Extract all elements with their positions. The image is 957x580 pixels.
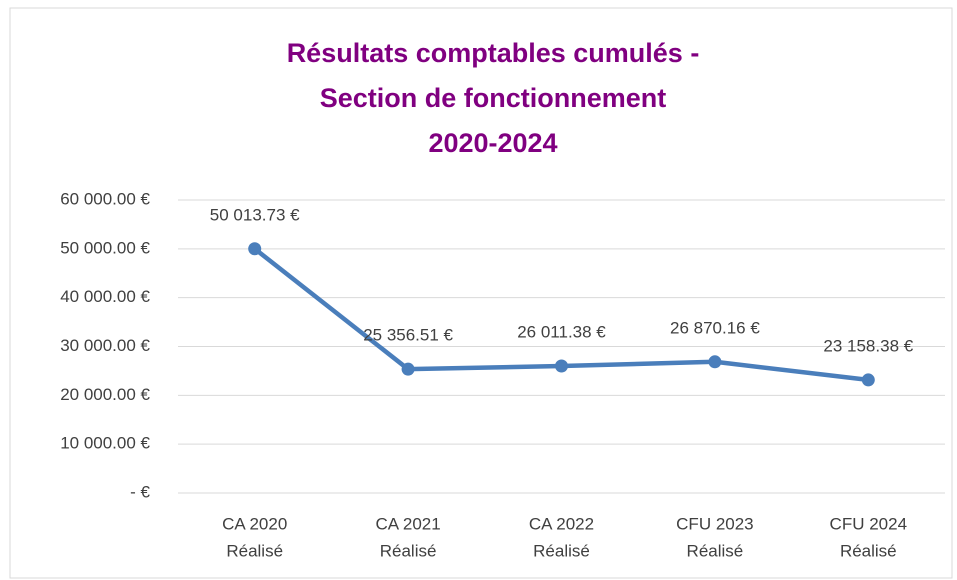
y-tick-label: 40 000.00 € xyxy=(60,287,150,306)
y-tick-label: 60 000.00 € xyxy=(60,189,150,208)
x-tick-label: CA 2020 xyxy=(222,514,287,533)
data-label: 26 011.38 € xyxy=(517,322,606,341)
data-label: 25 356.51 € xyxy=(363,326,453,345)
x-tick-label: CFU 2024 xyxy=(830,514,907,533)
data-label: 26 870.16 € xyxy=(670,318,760,337)
y-tick-label: 10 000.00 € xyxy=(60,434,150,453)
x-tick-label: CA 2022 xyxy=(529,514,594,533)
x-tick-label: Réalisé xyxy=(687,541,744,560)
y-tick-label: 20 000.00 € xyxy=(60,385,150,404)
x-tick-label: Réalisé xyxy=(226,541,283,560)
data-point xyxy=(248,242,262,256)
data-point xyxy=(401,362,415,376)
y-tick-label: 30 000.00 € xyxy=(60,336,150,355)
y-tick-label: 50 000.00 € xyxy=(60,238,150,257)
chart-title: Résultats comptables cumulés - xyxy=(287,38,700,68)
data-point xyxy=(708,355,722,369)
x-tick-label: CA 2021 xyxy=(375,514,440,533)
data-label: 23 158.38 € xyxy=(823,336,913,355)
x-tick-label: Réalisé xyxy=(840,541,897,560)
y-tick-label: - € xyxy=(130,482,150,501)
data-label: 50 013.73 € xyxy=(210,205,300,224)
x-tick-label: Réalisé xyxy=(380,541,437,560)
data-point xyxy=(555,359,568,373)
x-tick-label: CFU 2023 xyxy=(676,514,753,533)
chart-title: Section de fonctionnement xyxy=(320,83,667,113)
data-point xyxy=(861,373,875,387)
chart-title: 2020-2024 xyxy=(428,128,557,158)
chart-border xyxy=(9,7,953,579)
x-tick-label: Réalisé xyxy=(533,541,590,560)
